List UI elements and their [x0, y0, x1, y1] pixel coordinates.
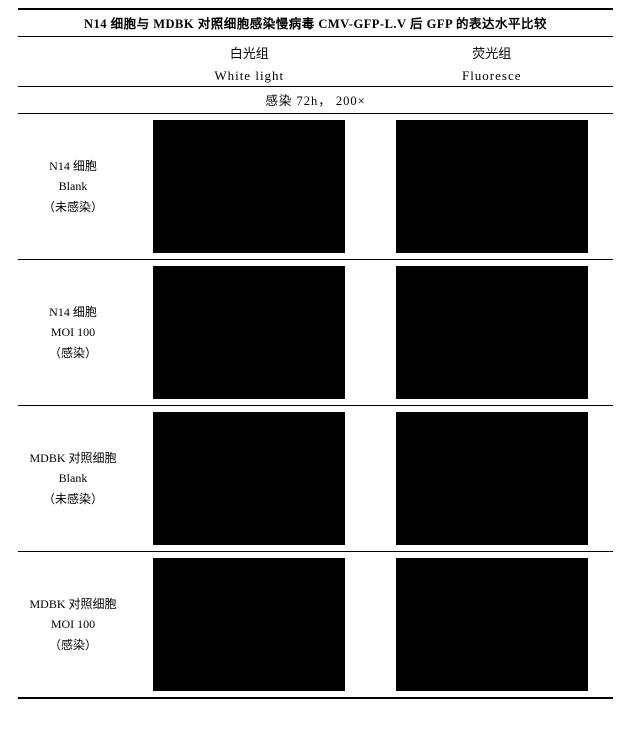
- image-cell-white: [128, 266, 371, 399]
- image-cell-white: [128, 412, 371, 545]
- row-label-line3: （感染）: [22, 343, 124, 363]
- row-label-line2: MOI 100: [22, 322, 124, 342]
- row-label: N14 细胞 Blank （未感染）: [18, 156, 128, 217]
- row-label: MDBK 对照细胞 MOI 100 （感染）: [18, 594, 128, 655]
- row-label-line1: N14 细胞: [22, 156, 124, 176]
- micrograph-image: [396, 412, 588, 545]
- row-label-line3: （未感染）: [22, 197, 124, 217]
- row-label-line1: MDBK 对照细胞: [22, 594, 124, 614]
- micrograph-image: [396, 558, 588, 691]
- micrograph-image: [153, 120, 345, 253]
- condition-subtitle: 感染 72h， 200×: [18, 86, 613, 114]
- micrograph-image: [396, 120, 588, 253]
- row-label-line3: （未感染）: [22, 489, 124, 509]
- header-spacer: [18, 43, 128, 84]
- row-label-line3: （感染）: [22, 635, 124, 655]
- micrograph-image: [153, 558, 345, 691]
- row-label-line1: N14 细胞: [22, 302, 124, 322]
- figure-table: N14 细胞与 MDBK 对照细胞感染慢病毒 CMV-GFP-L.V 后 GFP…: [0, 0, 631, 699]
- micrograph-image: [396, 266, 588, 399]
- image-cell-white: [128, 120, 371, 253]
- table-row: MDBK 对照细胞 MOI 100 （感染）: [18, 552, 613, 699]
- row-label-line2: MOI 100: [22, 614, 124, 634]
- image-cell-fluor: [371, 412, 614, 545]
- col-right-cn: 荧光组: [371, 43, 614, 62]
- table-row: N14 细胞 Blank （未感染）: [18, 114, 613, 260]
- row-label-line2: Blank: [22, 468, 124, 488]
- image-cell-fluor: [371, 558, 614, 691]
- figure-title: N14 细胞与 MDBK 对照细胞感染慢病毒 CMV-GFP-L.V 后 GFP…: [18, 8, 613, 37]
- row-label: N14 细胞 MOI 100 （感染）: [18, 302, 128, 363]
- col-left-en: White light: [128, 68, 371, 84]
- micrograph-image: [153, 266, 345, 399]
- column-headers: 白光组 White light 荧光组 Fluoresce: [18, 37, 613, 86]
- column-header-left: 白光组 White light: [128, 43, 371, 84]
- column-header-right: 荧光组 Fluoresce: [371, 43, 614, 84]
- image-cell-fluor: [371, 120, 614, 253]
- col-left-cn: 白光组: [128, 43, 371, 62]
- micrograph-image: [153, 412, 345, 545]
- image-cell-white: [128, 558, 371, 691]
- col-right-en: Fluoresce: [371, 68, 614, 84]
- row-label-line2: Blank: [22, 176, 124, 196]
- row-label: MDBK 对照细胞 Blank （未感染）: [18, 448, 128, 509]
- table-row: MDBK 对照细胞 Blank （未感染）: [18, 406, 613, 552]
- table-row: N14 细胞 MOI 100 （感染）: [18, 260, 613, 406]
- row-label-line1: MDBK 对照细胞: [22, 448, 124, 468]
- image-cell-fluor: [371, 266, 614, 399]
